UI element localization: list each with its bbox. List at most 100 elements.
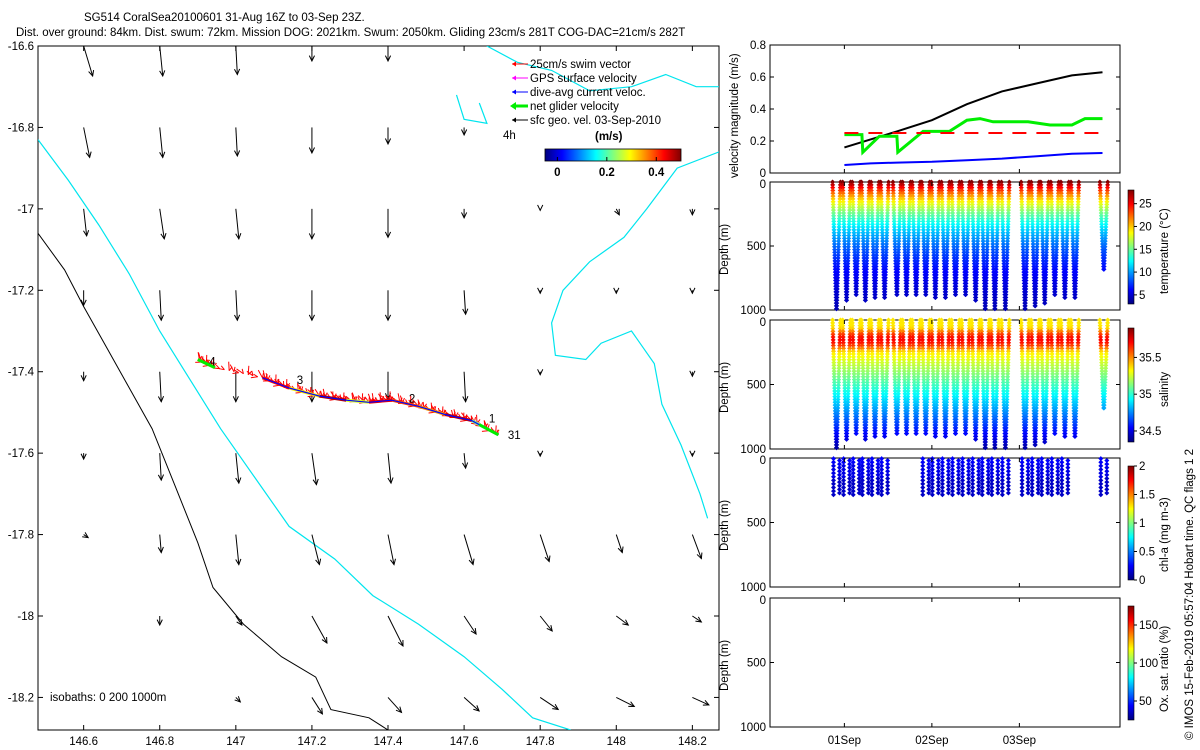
profile-sample (995, 328, 1001, 334)
profile-sample (985, 360, 991, 366)
profile-sample (1038, 328, 1044, 334)
profile-sample (979, 207, 985, 213)
profile-sample (965, 210, 971, 216)
profile-sample (1033, 402, 1039, 408)
profile-sample (910, 190, 916, 196)
profile-sample (1030, 377, 1036, 383)
profile-sample (1098, 204, 1104, 210)
vector-shaft (691, 534, 702, 559)
profile-sample (931, 261, 937, 267)
profile-sample (1038, 320, 1044, 326)
profile-sample (832, 255, 838, 261)
profile-sample (902, 382, 908, 388)
profile-sample (896, 385, 902, 391)
profile-sample (1024, 391, 1030, 397)
profile-sample (869, 348, 875, 354)
profile-sample (979, 340, 985, 346)
vector-head (702, 699, 710, 706)
profile-sample (860, 241, 866, 247)
profile-sample (868, 179, 874, 185)
profile-sample (934, 238, 940, 244)
current-vector (616, 696, 636, 707)
profile-sample (861, 244, 867, 250)
profile-sample (902, 394, 908, 400)
profile-sample (931, 247, 937, 253)
vector-head (308, 147, 315, 155)
profile-sample (1040, 233, 1046, 239)
profile-sample (836, 230, 842, 236)
profile-sample (975, 351, 981, 357)
chla-sample (850, 477, 856, 483)
profile-sample (1065, 204, 1071, 210)
vector-shaft (692, 696, 710, 706)
profile-sample (1065, 357, 1071, 363)
profile-sample (933, 294, 939, 300)
profile-sample (960, 345, 966, 351)
profile-sample (885, 331, 891, 337)
profile-sample (1005, 224, 1011, 230)
profile-sample (1064, 385, 1070, 391)
profile-sample (892, 227, 898, 233)
profile-sample (1064, 230, 1070, 236)
day-label: 2 (409, 393, 415, 405)
profile-sample (902, 388, 908, 394)
profile-sample (1070, 230, 1076, 236)
profile-sample (1005, 354, 1011, 360)
profile-sample (945, 345, 951, 351)
profile-sample (971, 252, 977, 258)
profile-sample (974, 399, 980, 405)
profile-sample (874, 227, 880, 233)
profile-sample (985, 213, 991, 219)
vector-head (235, 558, 242, 566)
profile-sample (1025, 224, 1031, 230)
profile-sample (840, 343, 846, 349)
profile-sample (911, 218, 917, 224)
profile-sample (940, 354, 946, 360)
profile-sample (870, 235, 876, 241)
profile-sample (984, 238, 990, 244)
profile-sample (960, 371, 966, 377)
profile-sample (993, 402, 999, 408)
profile-sample (869, 343, 875, 349)
profile-sample (955, 210, 961, 216)
profile-sample (984, 266, 990, 272)
profile-sample (868, 190, 874, 196)
temperature-colorbar (1127, 189, 1135, 305)
profile-sample (1029, 337, 1035, 343)
chla-sample (831, 470, 836, 476)
profile-sample (985, 221, 991, 227)
profile-sample (934, 396, 940, 402)
profile-sample (1038, 179, 1044, 185)
profile-sample (859, 337, 865, 343)
profile-sample (1066, 326, 1072, 332)
profile-sample (830, 193, 836, 199)
profile-sample (1023, 272, 1029, 278)
glider-track (195, 352, 500, 437)
profile-sample (874, 244, 880, 250)
profile-sample (851, 233, 857, 239)
profile-sample (1043, 402, 1049, 408)
profile-sample (831, 221, 837, 227)
profile-sample (902, 255, 908, 261)
profile-sample (990, 379, 996, 385)
profile-sample (993, 411, 999, 417)
y-tick-label: 0 (760, 179, 766, 191)
profile-sample (885, 348, 891, 354)
profile-sample (832, 249, 838, 255)
profile-sample (1030, 241, 1036, 247)
profile-sample (1061, 261, 1067, 267)
profile-sample (1060, 371, 1066, 377)
profile-sample (971, 235, 977, 241)
profile-sample (831, 360, 837, 366)
velocity-axes-frame (769, 44, 1121, 174)
profile-sample (1070, 379, 1076, 385)
profile-sample (865, 233, 871, 239)
profile-sample (945, 227, 951, 233)
profile-sample (1034, 233, 1040, 239)
profile-sample (951, 379, 957, 385)
profile-sample (859, 334, 865, 340)
profile-sample (925, 227, 931, 233)
profile-sample (874, 249, 880, 255)
profile-sample (1050, 235, 1056, 241)
profile-sample (920, 204, 926, 210)
